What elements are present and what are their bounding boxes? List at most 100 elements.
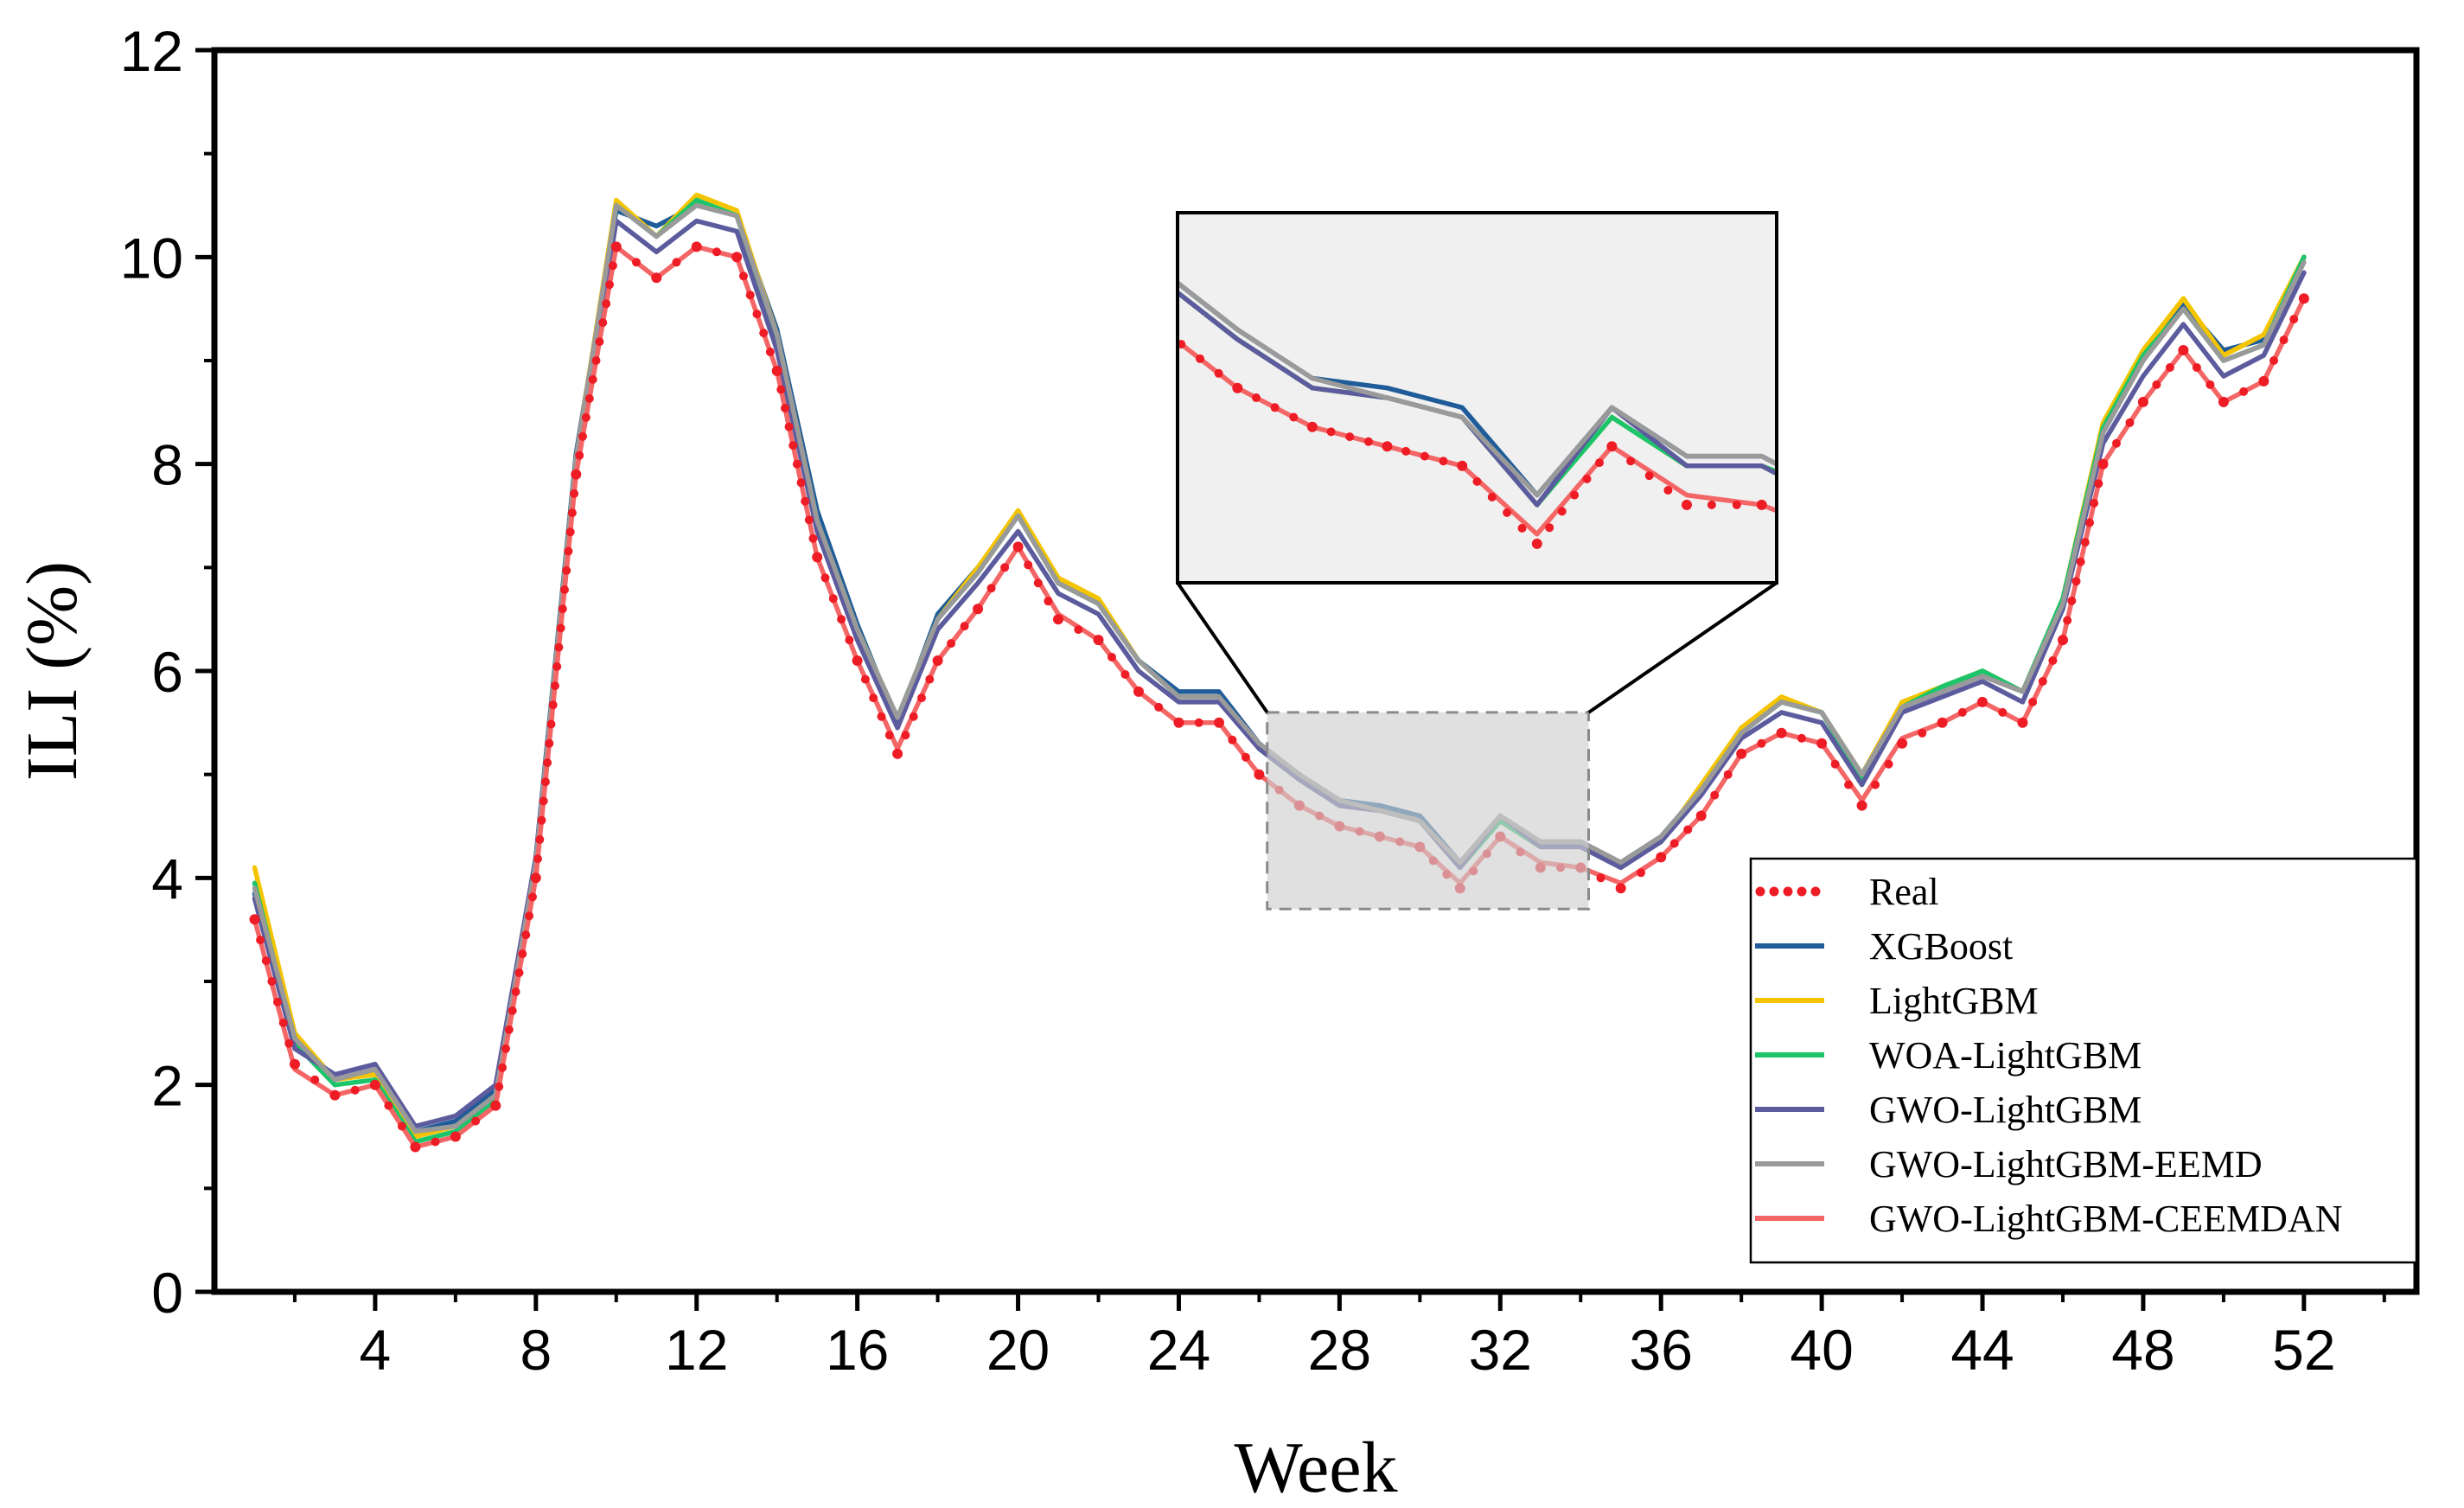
y-tick-label: 4 [151,847,183,911]
real-point [2097,458,2109,470]
real-dot [551,681,559,691]
real-point [410,1141,421,1153]
real-dot [1797,733,1806,743]
inset-real-dot [2151,252,2160,261]
inset-real-dot [1058,228,1067,237]
inset-real-dot [1851,525,1860,534]
legend-swatch-dot [1810,886,1821,897]
real-point [1656,852,1667,863]
real-dot [560,585,569,594]
inset-real-dot [529,182,538,190]
real-dot [2152,380,2161,389]
x-tick-label: 32 [1469,1318,1532,1382]
real-dot [581,412,590,422]
real-dot [578,431,587,441]
real-dot [2205,380,2215,389]
inset-real-dot [1952,434,1961,443]
x-tick-label: 16 [826,1318,889,1382]
x-tick-label: 52 [2272,1318,2335,1382]
inset-real-dot [2314,334,2322,342]
y-tick-label: 6 [151,640,183,704]
inset-real-dot [462,233,470,242]
real-dot [909,712,918,721]
real-dot [384,1101,393,1110]
legend-swatch-dot [1755,886,1765,897]
legend-label: XGBoost [1869,925,2013,968]
real-point [892,748,903,759]
real-dot [498,1063,507,1072]
inset-real-point [2356,266,2366,277]
inset-real-dot [492,269,501,278]
inset-real-dot [1108,260,1117,269]
real-point [1856,800,1867,811]
inset-real-dot [1146,309,1154,317]
real-dot [558,604,567,614]
real-point [1254,769,1265,780]
inset-real-point [559,110,569,120]
inset-real-dot [1595,458,1604,468]
real-dot [2192,363,2201,372]
inset-real-point [1606,441,1618,452]
legend-entry-gwo-lightgbm: GWO-LightGBM [1755,1089,2142,1131]
real-dot [545,738,554,748]
real-point [932,655,943,666]
inset-real-point [2205,266,2216,277]
real-point [2298,293,2309,304]
inset-real-dot [1517,523,1527,533]
legend-swatch-dot [1797,886,1807,897]
inset-real-dot [521,199,530,208]
real-dot [350,1085,360,1095]
real-dot [567,508,577,518]
real-dot [1710,790,1720,800]
real-dot [588,374,597,384]
inset-real-point [2281,383,2291,393]
real-point [691,241,702,252]
inset-real-dot [1487,492,1497,502]
x-tick-label: 12 [665,1318,728,1382]
real-dot [273,997,282,1006]
x-axis-title: Week [1234,1428,1397,1508]
y-tick-label: 10 [120,226,183,290]
real-dot [1108,653,1116,661]
inset-real-dot [2292,367,2301,375]
inset-real-dot [622,30,630,39]
real-point [771,366,782,376]
real-dot [765,348,775,356]
real-dot [1918,728,1927,738]
inset-real-dot [1707,500,1716,509]
inset-real-point [1457,460,1468,471]
real-dot [602,299,611,309]
real-dot [261,956,271,966]
inset-real-dot [1439,457,1448,466]
inset-real-dot [645,0,654,5]
inset-real-dot [1870,510,1879,519]
inset-real-dot [1120,277,1129,285]
real-dot [543,758,552,767]
real-dot [1844,780,1854,789]
inset-real-dot [1545,523,1554,533]
real-dot [1241,752,1250,762]
inset-real-point [633,13,643,23]
inset-real-dot [417,129,425,137]
real-dot [2125,418,2135,427]
inset-real-point [858,71,868,81]
inset-real-dot [454,216,463,225]
inset-real-dot [394,72,403,80]
real-dot [901,731,910,740]
real-dot [632,258,641,267]
real-dot [759,329,769,338]
real-dot [1074,625,1083,635]
real-dot [501,1044,510,1053]
real-point [2017,717,2028,728]
real-dot [792,459,801,469]
real-dot [528,892,537,902]
real-dot [2085,518,2094,527]
real-dot [595,337,604,347]
real-point [1977,696,1988,707]
real-dot [564,546,573,556]
real-point [1776,727,1787,738]
inset-real-point [408,110,418,120]
real-dot [2165,363,2174,372]
y-tick-label: 0 [151,1261,183,1325]
